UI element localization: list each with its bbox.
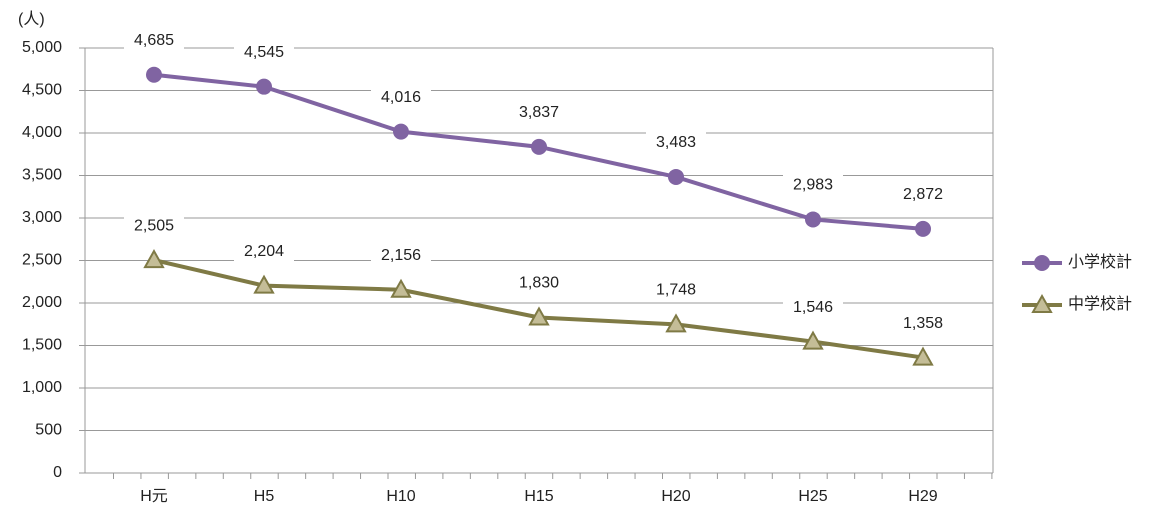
y-tick-label: 5,000: [22, 39, 62, 56]
point: [805, 211, 821, 228]
value-label: 2,156: [381, 247, 421, 264]
point: [253, 274, 275, 294]
value-label: 3,483: [656, 134, 696, 151]
value-label: 2,204: [244, 243, 284, 260]
point: [1031, 293, 1053, 313]
y-tick-label: 2,000: [22, 294, 62, 311]
point: [802, 330, 824, 350]
y-tick-label: 4,000: [22, 124, 62, 141]
value-label: 1,358: [903, 315, 943, 332]
label-bg: [371, 242, 431, 267]
y-tick-label: 3,500: [22, 167, 62, 184]
label-bg: [371, 84, 431, 109]
label-bg: [646, 129, 706, 154]
y-axis-unit: (人): [18, 10, 45, 28]
value-label: 2,505: [134, 217, 174, 234]
legend-label: 中学校計: [1068, 295, 1132, 313]
value-label: 3,837: [519, 104, 559, 121]
label-bg: [783, 294, 843, 319]
point: [668, 168, 684, 185]
value-label: 1,830: [519, 275, 559, 292]
value-label: 4,545: [244, 44, 284, 61]
point: [912, 346, 934, 366]
point: [390, 278, 412, 298]
x-tick-label: H15: [524, 488, 553, 505]
value-label: 2,983: [793, 177, 833, 194]
y-tick-label: 500: [35, 422, 62, 439]
x-tick-label: H10: [386, 488, 415, 505]
point: [915, 220, 931, 237]
label-bg: [234, 238, 294, 263]
y-tick-label: 1,000: [22, 379, 62, 396]
y-tick-label: 1,500: [22, 337, 62, 354]
point: [531, 138, 547, 155]
y-tick-label: 4,500: [22, 82, 62, 99]
y-tick-label: 2,500: [22, 252, 62, 269]
point: [1034, 255, 1050, 271]
label-bg: [893, 181, 953, 206]
value-label: 2,872: [903, 186, 943, 203]
label-bg: [234, 39, 294, 64]
point: [143, 249, 165, 269]
value-label: 4,685: [134, 32, 174, 49]
x-tick-label: H29: [908, 488, 937, 505]
point: [665, 313, 687, 333]
point: [256, 78, 272, 95]
label-bg: [509, 270, 569, 295]
value-label: 1,748: [656, 282, 696, 299]
label-bg: [783, 172, 843, 197]
label-bg: [509, 99, 569, 124]
label-bg: [124, 27, 184, 52]
label-bg: [893, 310, 953, 335]
x-tick-label: H20: [661, 488, 690, 505]
x-tick-label: H元: [140, 488, 168, 505]
point: [528, 306, 550, 326]
point: [146, 66, 162, 83]
x-tick-label: H25: [798, 488, 827, 505]
legend-label: 小学校計: [1068, 253, 1132, 271]
label-bg: [646, 277, 706, 302]
y-tick-label: 0: [53, 464, 62, 481]
point: [393, 123, 409, 140]
x-tick-label: H5: [254, 488, 275, 505]
value-label: 1,546: [793, 299, 833, 316]
label-bg: [124, 213, 184, 238]
y-tick-label: 3,000: [22, 209, 62, 226]
value-label: 4,016: [381, 89, 421, 106]
